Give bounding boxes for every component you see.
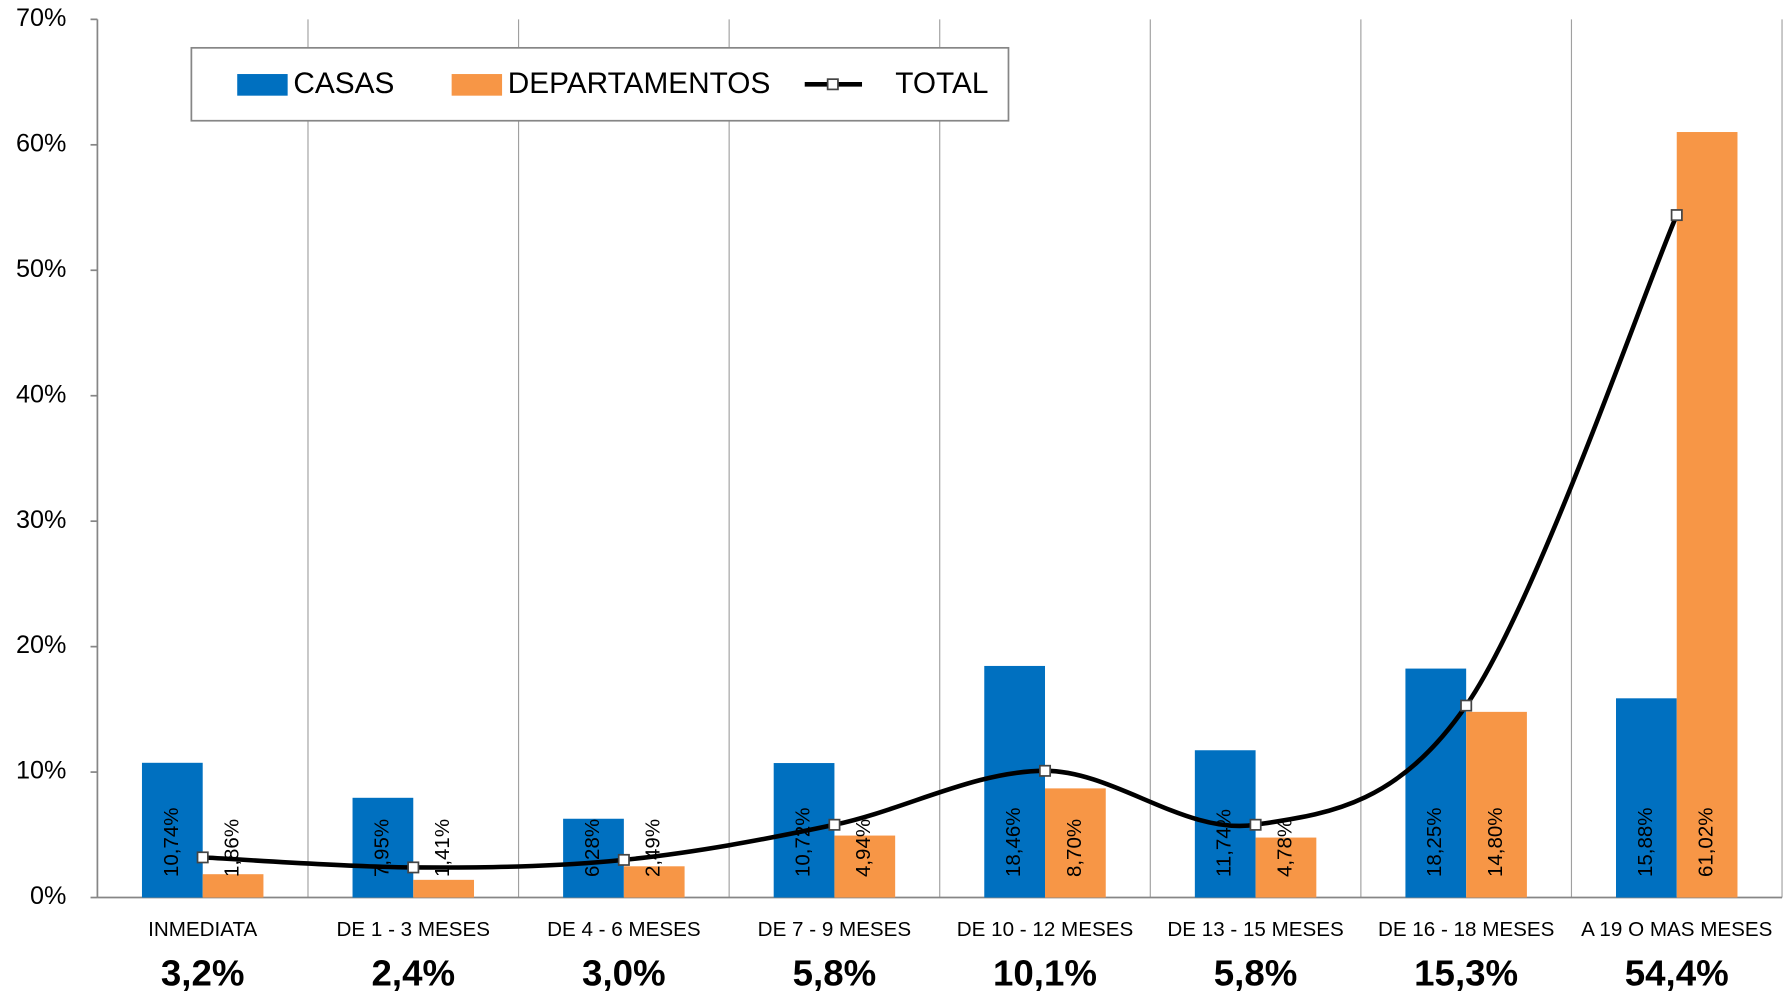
bar-value-label: 10,72% [791, 808, 814, 877]
x-tick-label: DE 13 - 15 MESES [1167, 918, 1343, 941]
line-marker [1670, 209, 1683, 222]
bar-value-label: 4,94% [852, 819, 875, 877]
x-tick-label: DE 4 - 6 MESES [547, 918, 700, 941]
bar [1045, 788, 1106, 898]
y-tick-label: 20% [16, 631, 66, 659]
bar-value-label: 11,74% [1213, 809, 1236, 877]
legend: CASAS DEPARTAMENTOS TOTAL [190, 46, 1010, 122]
legend-swatch [237, 74, 288, 96]
bar [1405, 668, 1467, 898]
line-marker [1249, 818, 1262, 831]
legend-label: TOTAL [895, 67, 988, 100]
bar [202, 874, 264, 898]
total-value-label: 3,0% [582, 953, 666, 994]
bar-value-label: 15,88% [1634, 808, 1657, 877]
bar [1616, 698, 1677, 898]
x-tick-label: DE 10 - 12 MESES [957, 918, 1133, 941]
y-tick-label: 50% [16, 255, 66, 283]
bar [1255, 837, 1317, 898]
bar [563, 818, 624, 898]
line-marker [407, 861, 420, 874]
y-tick-label: 0% [30, 882, 66, 910]
line-marker [617, 853, 630, 866]
legend-swatch [451, 74, 503, 96]
bar-value-label: 14,80% [1484, 808, 1507, 877]
bar [413, 879, 475, 898]
total-line [202, 214, 1679, 870]
total-value-label: 15,3% [1414, 953, 1518, 994]
bar-value-label: 61,02% [1695, 808, 1718, 877]
x-tick-label: DE 7 - 9 MESES [758, 918, 911, 941]
x-tick-label: DE 16 - 18 MESES [1378, 918, 1554, 941]
line-marker [1460, 699, 1473, 712]
bar [1676, 132, 1738, 898]
total-value-label: 54,4% [1625, 953, 1729, 994]
y-tick-label: 60% [16, 130, 66, 158]
bar [984, 665, 1046, 898]
bar-value-label: 2,49% [642, 819, 665, 877]
bar-value-label: 7,95% [370, 819, 393, 877]
x-tick-label: A 19 O MAS MESES [1581, 918, 1772, 941]
bar-value-label: 18,46% [1002, 808, 1025, 877]
x-tick-label: DE 1 - 3 MESES [337, 918, 490, 941]
bar [352, 797, 414, 898]
bar-value-label: 6,28% [581, 819, 604, 877]
y-tick-label: 30% [16, 506, 66, 534]
bar-value-label: 1,86% [220, 819, 243, 877]
bar-value-label: 8,70% [1063, 819, 1086, 877]
legend-label: DEPARTAMENTOS [508, 67, 771, 100]
bar-value-label: 18,25% [1423, 808, 1446, 877]
total-value-label: 3,2% [161, 953, 245, 994]
bar [834, 835, 896, 898]
bar-value-label: 4,78% [1273, 819, 1296, 877]
bar-value-label: 10,74% [160, 808, 183, 877]
bar-value-label: 1,41% [431, 819, 454, 877]
bar [1466, 711, 1527, 898]
y-tick-label: 40% [16, 380, 66, 408]
line-marker [196, 851, 209, 864]
legend-marker [826, 78, 839, 91]
line-marker [828, 818, 841, 831]
legend-box [190, 46, 1010, 122]
y-tick-label: 10% [16, 757, 66, 785]
y-tick-label: 70% [16, 4, 66, 32]
legend-label: CASAS [293, 67, 394, 100]
total-value-label: 10,1% [993, 953, 1097, 994]
total-value-label: 5,8% [1214, 953, 1298, 994]
total-value-label: 2,4% [371, 953, 455, 994]
x-tick-label: INMEDIATA [148, 918, 257, 941]
bar [623, 866, 685, 898]
plot: 0% 10% 20% 30% 40% 50% 60% 70% INMEDIATA 10,74% 1,… [16, 4, 1783, 994]
line-marker [1038, 764, 1052, 777]
total-value-label: 5,8% [793, 953, 877, 994]
bar [141, 762, 203, 898]
